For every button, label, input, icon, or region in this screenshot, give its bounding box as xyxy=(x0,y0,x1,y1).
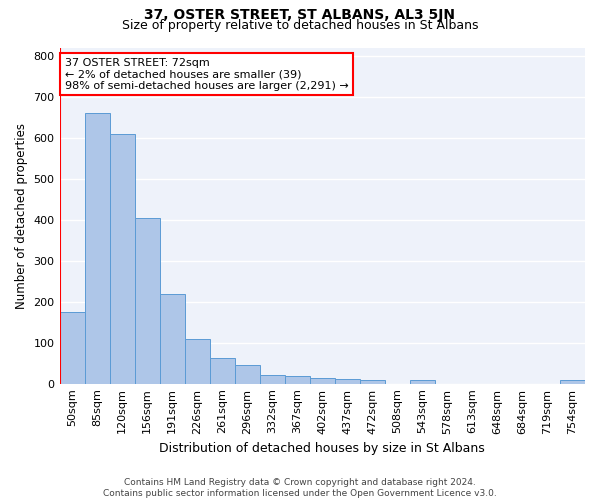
Bar xyxy=(110,134,134,384)
Bar xyxy=(59,312,85,384)
Text: Size of property relative to detached houses in St Albans: Size of property relative to detached ho… xyxy=(122,18,478,32)
Bar xyxy=(134,218,160,384)
Bar xyxy=(209,358,235,384)
Text: 37 OSTER STREET: 72sqm
← 2% of detached houses are smaller (39)
98% of semi-deta: 37 OSTER STREET: 72sqm ← 2% of detached … xyxy=(65,58,349,91)
Y-axis label: Number of detached properties: Number of detached properties xyxy=(15,122,28,308)
Text: 37, OSTER STREET, ST ALBANS, AL3 5JN: 37, OSTER STREET, ST ALBANS, AL3 5JN xyxy=(145,8,455,22)
Bar xyxy=(560,380,585,384)
Text: Contains HM Land Registry data © Crown copyright and database right 2024.
Contai: Contains HM Land Registry data © Crown c… xyxy=(103,478,497,498)
Bar xyxy=(260,376,285,384)
Bar xyxy=(410,380,435,384)
Bar xyxy=(310,378,335,384)
X-axis label: Distribution of detached houses by size in St Albans: Distribution of detached houses by size … xyxy=(160,442,485,455)
Bar xyxy=(185,338,209,384)
Bar xyxy=(235,365,260,384)
Bar xyxy=(85,113,110,384)
Bar xyxy=(335,379,360,384)
Bar xyxy=(285,376,310,384)
Bar xyxy=(160,294,185,384)
Bar xyxy=(360,380,385,384)
